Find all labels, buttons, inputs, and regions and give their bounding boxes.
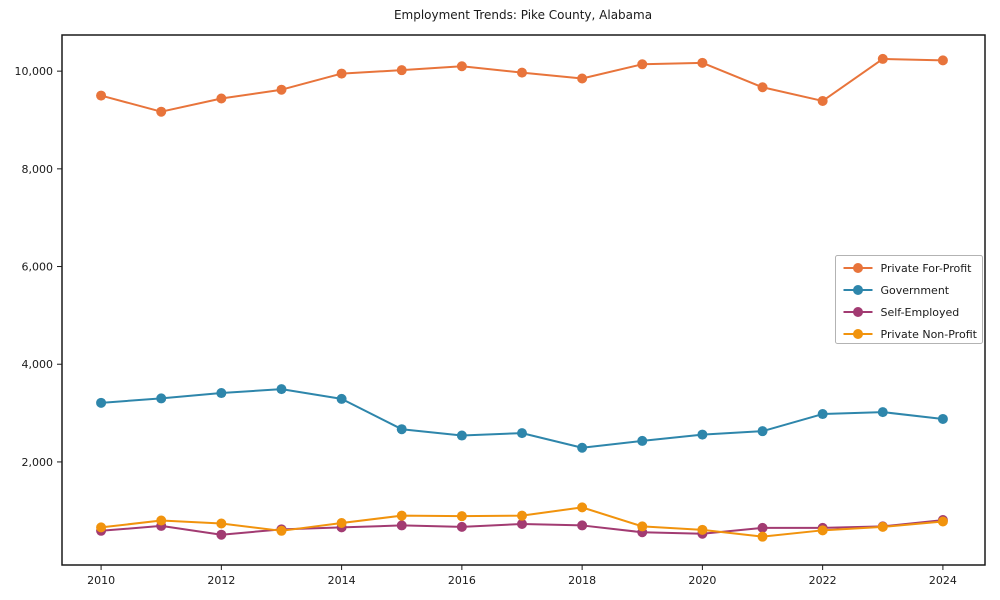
legend-box — [835, 255, 983, 344]
data-point-private-for-profit — [817, 95, 828, 106]
data-point-self-employed — [577, 520, 588, 531]
data-point-government — [577, 442, 588, 453]
data-point-self-employed — [516, 518, 527, 529]
legend-label-private-for-profit: Private For-Profit — [881, 262, 973, 275]
data-point-private-non-profit — [877, 521, 888, 532]
y-tick-label: 10,000 — [15, 65, 54, 78]
data-point-government — [336, 393, 347, 404]
x-tick-label: 2022 — [809, 574, 837, 587]
data-point-private-for-profit — [216, 93, 227, 104]
data-point-private-non-profit — [336, 517, 347, 528]
legend-marker-icon-government — [853, 285, 863, 295]
data-point-government — [456, 430, 467, 441]
data-point-private-for-profit — [697, 57, 708, 68]
data-point-private-non-profit — [456, 511, 467, 522]
data-point-government — [757, 426, 768, 437]
data-point-government — [156, 393, 167, 404]
data-point-private-non-profit — [156, 515, 167, 526]
data-point-government — [216, 388, 227, 399]
data-point-government — [937, 413, 948, 424]
x-tick-label: 2014 — [328, 574, 356, 587]
plot-frame — [61, 34, 986, 566]
series-line-private-for-profit — [100, 57, 943, 113]
data-point-government — [637, 435, 648, 446]
data-point-government — [396, 424, 407, 435]
data-point-private-non-profit — [577, 502, 588, 513]
data-point-private-non-profit — [757, 531, 768, 542]
data-point-private-for-profit — [757, 82, 768, 93]
legend-marker-icon-private-for-profit — [853, 263, 863, 273]
data-point-private-for-profit — [577, 73, 588, 84]
data-point-private-non-profit — [817, 525, 828, 536]
data-point-private-for-profit — [637, 59, 648, 70]
x-tick-label: 2010 — [87, 574, 115, 587]
data-point-private-non-profit — [216, 518, 227, 529]
data-point-private-non-profit — [516, 510, 527, 521]
data-point-government — [697, 429, 708, 440]
data-point-self-employed — [396, 520, 407, 531]
data-point-private-non-profit — [276, 525, 287, 536]
data-point-self-employed — [757, 522, 768, 533]
x-tick-label: 2018 — [568, 574, 596, 587]
data-point-private-non-profit — [96, 522, 107, 533]
legend-label-private-non-profit: Private Non-Profit — [881, 328, 978, 341]
data-point-government — [877, 407, 888, 418]
x-tick-label: 2024 — [929, 574, 957, 587]
data-point-government — [96, 397, 107, 408]
data-point-private-for-profit — [396, 65, 407, 76]
data-point-private-for-profit — [456, 61, 467, 72]
x-tick-label: 2012 — [207, 574, 235, 587]
plot-area: 2,000 4,000 6,000 8,000 10,000 2010 2012 2014 20… — [15, 34, 986, 587]
data-point-private-non-profit — [396, 510, 407, 521]
data-point-private-non-profit — [937, 516, 948, 527]
legend-marker-icon-self-employed — [853, 307, 863, 317]
data-point-government — [817, 409, 828, 420]
data-point-self-employed — [456, 521, 467, 532]
x-tick-label: 2016 — [448, 574, 476, 587]
data-point-private-for-profit — [937, 55, 948, 66]
data-point-government — [276, 384, 287, 395]
data-point-self-employed — [216, 529, 227, 540]
data-point-private-for-profit — [336, 68, 347, 79]
y-tick-label: 2,000 — [22, 456, 54, 469]
legend-marker-icon-private-non-profit — [853, 329, 863, 339]
data-point-private-for-profit — [96, 90, 107, 101]
data-point-government — [516, 428, 527, 439]
data-point-private-for-profit — [156, 106, 167, 117]
y-tick-label: 4,000 — [22, 358, 54, 371]
chart-title: Employment Trends: Pike County, Alabama — [394, 8, 652, 22]
legend-label-government: Government — [881, 284, 950, 297]
data-point-private-for-profit — [877, 53, 888, 64]
series-line-government — [101, 388, 944, 449]
data-point-private-non-profit — [697, 524, 708, 535]
y-tick-label: 6,000 — [22, 261, 54, 274]
x-tick-label: 2020 — [688, 574, 716, 587]
data-point-private-for-profit — [276, 84, 287, 95]
data-point-private-non-profit — [637, 521, 648, 532]
y-tick-label: 8,000 — [22, 163, 54, 176]
data-point-private-for-profit — [516, 67, 527, 78]
legend-label-self-employed: Self-Employed — [881, 306, 960, 319]
